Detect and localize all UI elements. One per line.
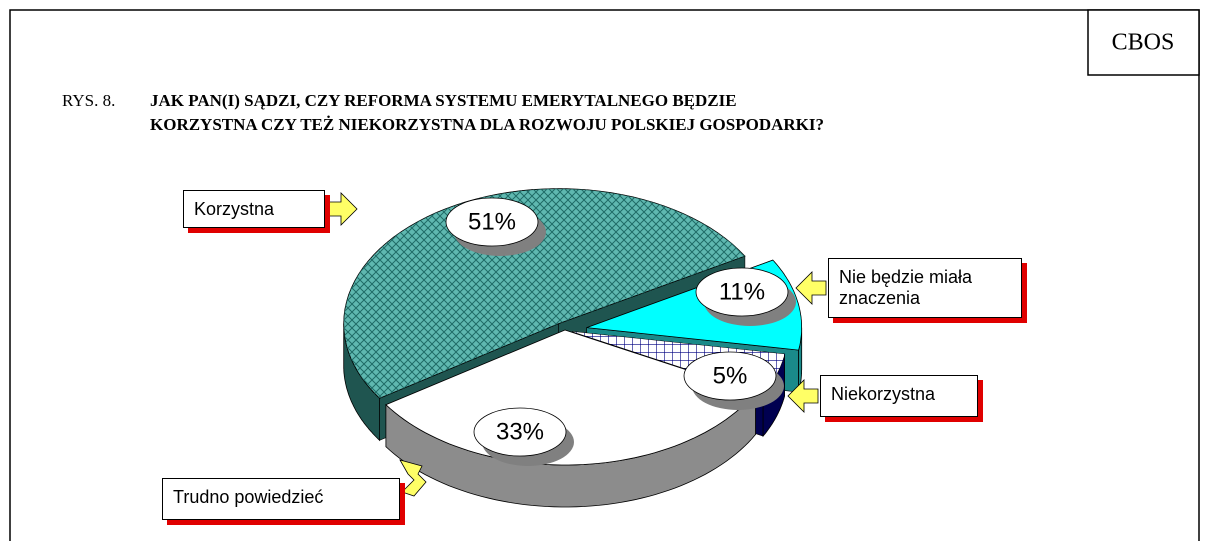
value-bubble — [473, 407, 567, 457]
slice-pattern — [343, 188, 745, 399]
value-bubble — [683, 351, 777, 401]
category-label: Korzystna — [183, 190, 325, 228]
value-bubble — [445, 197, 539, 247]
pie: 51% 11% 5% 33% — [326, 188, 827, 508]
value-label: 33% — [496, 418, 544, 445]
title-line: KORZYSTNA CZY TEŻ NIEKORZYSTNA DLA ROZWO… — [150, 115, 824, 134]
label-arrow — [787, 379, 819, 413]
value-label: 11% — [719, 278, 765, 305]
label-arrow — [795, 271, 827, 305]
frame — [9, 9, 1200, 541]
source-box — [1087, 9, 1200, 76]
title-line: JAK PAN(I) SĄDZI, CZY REFORMA SYSTEMU EM… — [150, 91, 737, 110]
category-label: Nie będzie miała znaczenia — [828, 258, 1022, 318]
value-label: 51% — [468, 208, 516, 235]
value-bubble — [695, 267, 789, 317]
label-arrow — [326, 192, 358, 226]
source: CBOS — [1112, 30, 1175, 56]
category-label: Trudno powiedzieć — [162, 478, 400, 520]
category-label: Niekorzystna — [820, 375, 978, 417]
label-arrow — [399, 459, 427, 497]
figure-label: RYS. 8. — [62, 91, 115, 110]
value-label: 5% — [713, 362, 748, 389]
